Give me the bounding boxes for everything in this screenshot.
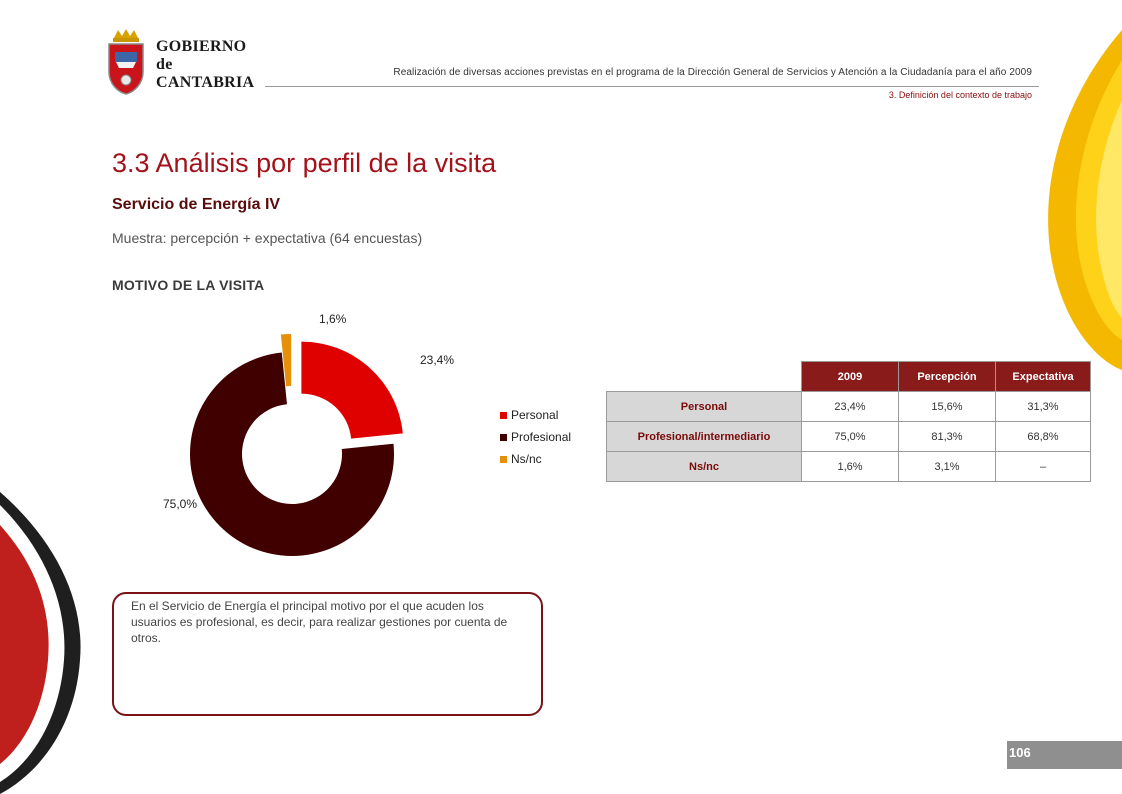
- table-row: Ns/nc 1,6% 3,1% –: [606, 451, 1091, 482]
- legend-item-personal: Personal: [500, 404, 571, 426]
- table-cell: 15,6%: [898, 391, 996, 422]
- logo-line-2: de: [156, 56, 173, 73]
- legend-item-profesional: Profesional: [500, 426, 571, 448]
- section-heading: MOTIVO DE LA VISITA: [112, 277, 265, 293]
- chart-value-label-nsnc: 1,6%: [319, 312, 347, 326]
- legend-label-profesional: Profesional: [511, 430, 572, 444]
- table-row: Personal 23,4% 15,6% 31,3%: [606, 391, 1091, 422]
- table-cell: 81,3%: [898, 421, 996, 452]
- page-number-bar: [1007, 741, 1122, 769]
- table-header-row: 2009 Percepción Expectativa: [606, 361, 1091, 392]
- comment-box: [112, 592, 543, 716]
- table-cell: 3,1%: [898, 451, 996, 482]
- table-cell: 75,0%: [801, 421, 899, 452]
- page-number: 106: [1009, 745, 1031, 760]
- donut-slice-nsnc: [280, 334, 292, 387]
- logo-line-3: CANTABRIA: [156, 74, 255, 91]
- page-subtitle: Servicio de Energía IV: [112, 196, 281, 213]
- logo-wordmark: GOBIERNO de CANTABRIA: [156, 38, 254, 92]
- header-project-title: Realización de diversas acciones previst…: [393, 67, 1032, 78]
- sample-description: Muestra: percepción + expectativa (64 en…: [112, 230, 423, 246]
- coat-of-arms-icon: [108, 29, 144, 95]
- table-row: Profesional/intermediario 75,0% 81,3% 68…: [606, 421, 1091, 452]
- table-row-label: Personal: [606, 391, 802, 422]
- chart-value-label-personal: 23,4%: [420, 353, 454, 367]
- legend-label-nsnc: Ns/nc: [511, 452, 542, 466]
- table-header-expectativa: Expectativa: [995, 361, 1091, 392]
- header-divider: [265, 86, 1039, 87]
- table-row-label: Profesional/intermediario: [606, 421, 802, 452]
- chart-legend: Personal Profesional Ns/nc: [500, 404, 571, 470]
- legend-swatch-nsnc: [500, 455, 507, 463]
- table-header-2009: 2009: [801, 361, 899, 392]
- comment-text: En el Servicio de Energía el principal m…: [131, 599, 508, 645]
- legend-item-nsnc: Ns/nc: [500, 448, 571, 470]
- page-title: 3.3 Análisis por perfil de la visita: [112, 148, 497, 178]
- legend-label-personal: Personal: [511, 408, 559, 422]
- legend-swatch-personal: [500, 411, 507, 419]
- decorative-left-arcs: [0, 492, 81, 794]
- table-row-label: Ns/nc: [606, 451, 802, 482]
- table-cell: 68,8%: [995, 421, 1091, 452]
- logo-line-1: GOBIERNO: [156, 38, 247, 55]
- table-cell: 23,4%: [801, 391, 899, 422]
- donut-slice-personal: [301, 341, 403, 439]
- table-cell: –: [995, 451, 1091, 482]
- table-header-percepcion: Percepción: [898, 361, 996, 392]
- comparison-table: 2009 Percepción Expectativa Personal 23,…: [606, 361, 1091, 482]
- header-section-label: 3. Definición del contexto de trabajo: [888, 90, 1032, 100]
- donut-slice-profesional: [190, 352, 394, 556]
- table-corner: [606, 361, 802, 392]
- decorative-yellow-swirl: [1048, 30, 1122, 370]
- table-cell: 31,3%: [995, 391, 1091, 422]
- table-cell: 1,6%: [801, 451, 899, 482]
- chart-value-label-profesional: 75,0%: [163, 497, 197, 511]
- legend-swatch-profesional: [500, 433, 507, 441]
- donut-chart: [190, 334, 403, 556]
